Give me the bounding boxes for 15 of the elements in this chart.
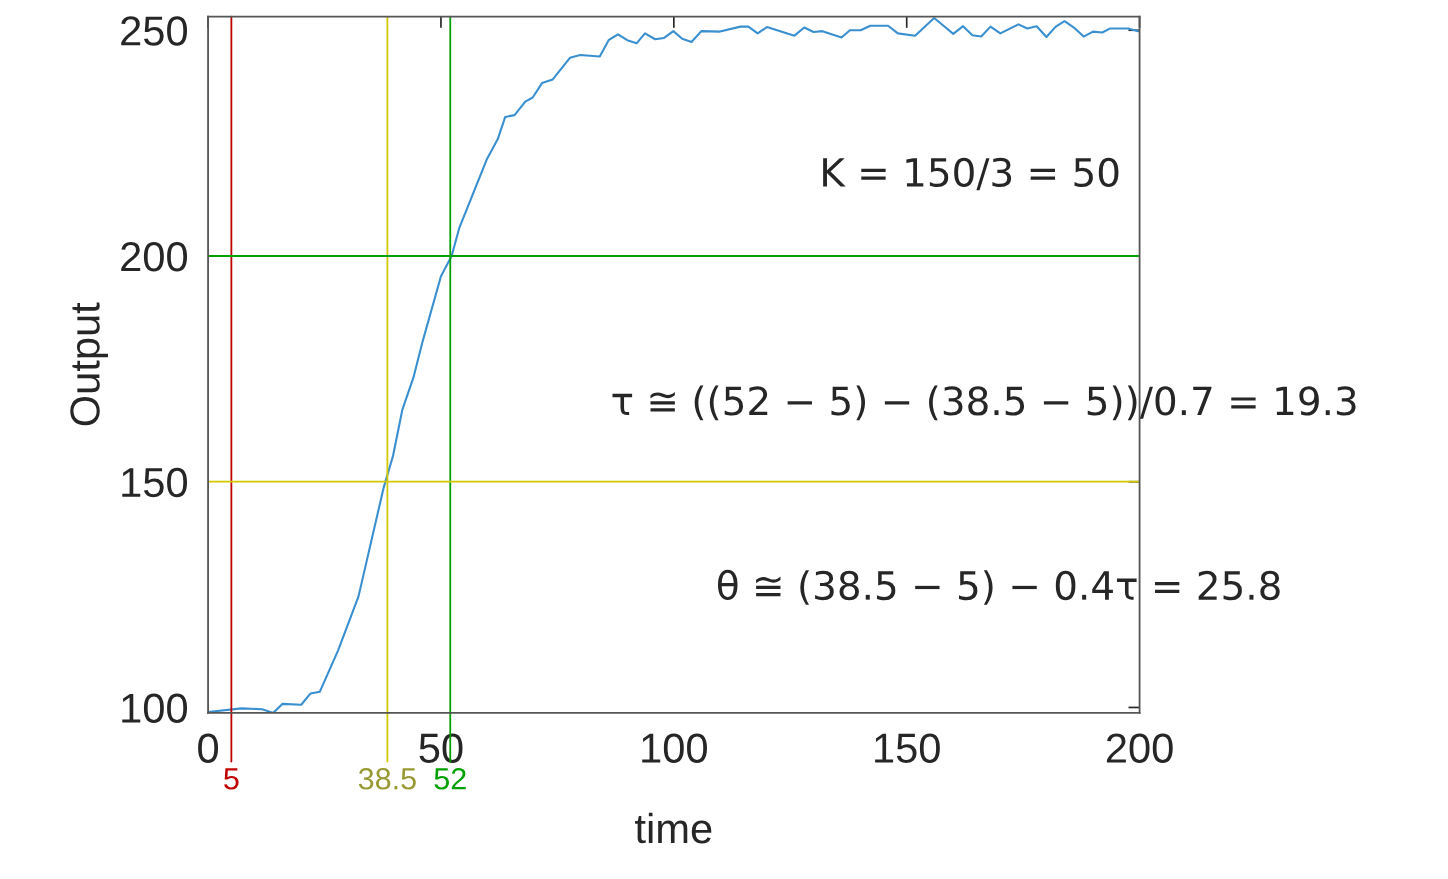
x-tick-label: 0	[198, 733, 219, 763]
x-tick-label: 100	[642, 733, 707, 763]
y-tick-label: 100	[122, 693, 188, 723]
annotation: θ ≅ (38.5 − 5) − 0.4τ = 25.8	[717, 569, 1280, 605]
x-axis-title: time	[635, 812, 712, 844]
annotation: K = 150/3 = 50	[823, 157, 1119, 191]
y-tick-label: 250	[121, 16, 188, 46]
x-tick-label: 150	[875, 733, 940, 763]
ref-line-label: 38.5	[358, 767, 416, 790]
x-tick-label: 200	[1106, 733, 1173, 763]
ref-line-label: 52	[434, 767, 466, 790]
y-tick-label: 200	[121, 241, 188, 272]
ref-line-label: 5	[224, 768, 239, 790]
y-tick-label: 150	[122, 467, 188, 498]
y-axis-title: Output	[70, 302, 109, 426]
